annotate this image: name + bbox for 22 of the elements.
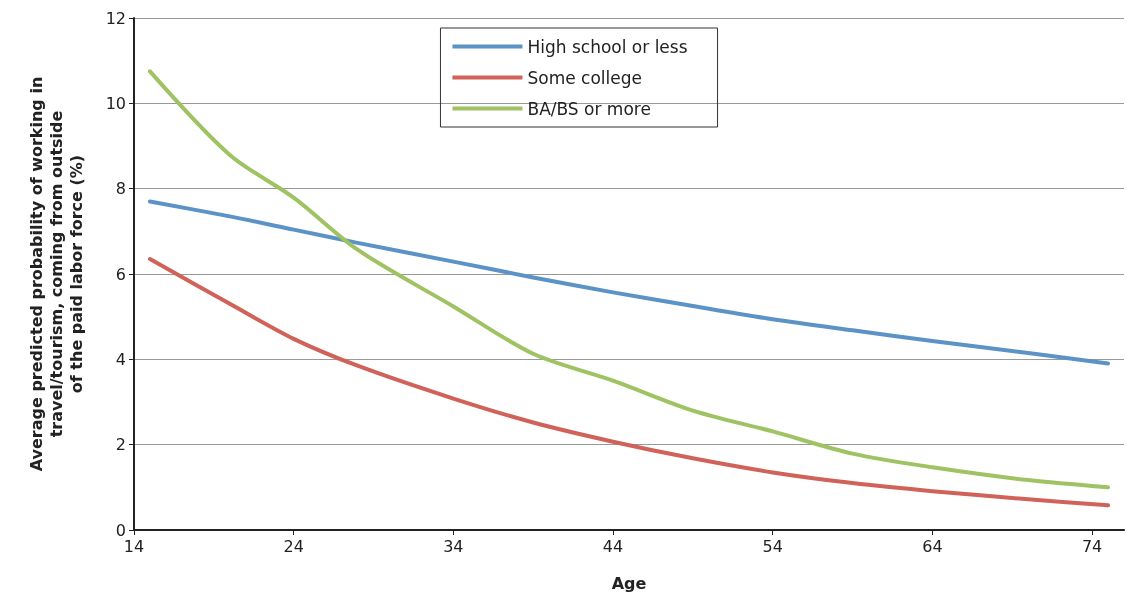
x-tick-label: 74 [1081,536,1103,556]
legend-label: High school or less [527,36,688,57]
line-series [147,69,1111,490]
x-tick-label: 24 [283,536,304,556]
y-tick-label: 0 [115,520,126,540]
y-tick-label: 12 [105,8,126,28]
x-tick-label: 44 [602,536,624,556]
y-axis-title: Average predicted probability of working in travel/tourism, coming from outside of the paid labor force (%) [26,76,86,472]
y-tick-label: 2 [115,435,126,455]
x-tick-label: 14 [123,536,145,556]
y-tick-label: 4 [115,349,126,369]
legend-label: Some college [527,67,642,88]
legend-label: BA/BS or more [527,98,651,119]
y-tick-label: 10 [105,93,126,113]
x-tick-label: 34 [443,536,464,556]
x-tick-label: 64 [922,536,943,556]
x-axis-title: Age [611,573,647,593]
line-series [147,199,1111,366]
y-tick-label: 6 [115,264,126,284]
x-tick-label: 54 [762,536,783,556]
y-tick-label: 8 [115,179,126,199]
line-series [147,257,1111,508]
